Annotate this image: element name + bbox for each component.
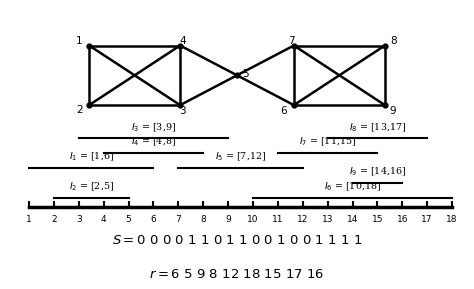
Text: 10: 10 — [247, 215, 259, 224]
Text: 1: 1 — [76, 36, 82, 46]
Text: 7: 7 — [288, 36, 295, 46]
Text: $I_{2}$ = [2,5]: $I_{2}$ = [2,5] — [69, 181, 114, 193]
Text: $I_{4}$ = [4,8]: $I_{4}$ = [4,8] — [131, 136, 176, 148]
Text: 4: 4 — [179, 36, 186, 46]
Text: $I_{5}$ = [7,12]: $I_{5}$ = [7,12] — [215, 151, 266, 163]
Text: $I_{6}$ = [10,18]: $I_{6}$ = [10,18] — [324, 181, 381, 193]
Text: 6: 6 — [281, 105, 287, 116]
Text: 14: 14 — [347, 215, 358, 224]
Text: 2: 2 — [76, 105, 82, 114]
Text: 3: 3 — [179, 105, 186, 116]
Text: 9: 9 — [225, 215, 231, 224]
Text: 3: 3 — [76, 215, 82, 224]
Text: 6: 6 — [151, 215, 156, 224]
Text: 12: 12 — [297, 215, 309, 224]
Text: 4: 4 — [101, 215, 107, 224]
Text: $I_{7}$ = [11,15]: $I_{7}$ = [11,15] — [299, 136, 356, 148]
Text: 2: 2 — [51, 215, 57, 224]
Text: $I_{9}$ = [14,16]: $I_{9}$ = [14,16] — [349, 166, 406, 178]
Text: 17: 17 — [421, 215, 433, 224]
Text: $S = 0\ 0\ 0\ 0\ 1\ 1\ 0\ 1\ 1\ 0\ 0\ 1\ 0\ 0\ 1\ 1\ 1\ 1$: $S = 0\ 0\ 0\ 0\ 1\ 1\ 0\ 1\ 1\ 0\ 0\ 1\… — [112, 234, 362, 247]
Text: 9: 9 — [390, 105, 396, 116]
Text: 5: 5 — [242, 68, 248, 79]
Text: 18: 18 — [447, 215, 458, 224]
Text: 8: 8 — [201, 215, 206, 224]
Text: 16: 16 — [397, 215, 408, 224]
Text: 8: 8 — [390, 36, 396, 46]
Text: $I_{8}$ = [13,17]: $I_{8}$ = [13,17] — [349, 121, 406, 134]
Text: 7: 7 — [175, 215, 181, 224]
Text: $I_{3}$ = [3,9]: $I_{3}$ = [3,9] — [131, 121, 176, 134]
Text: 15: 15 — [372, 215, 383, 224]
Text: $r = 6\ 5\ 9\ 8\ 12\ 18\ 15\ 17\ 16$: $r = 6\ 5\ 9\ 8\ 12\ 18\ 15\ 17\ 16$ — [149, 268, 325, 281]
Text: $I_{1}$ = [1,6]: $I_{1}$ = [1,6] — [69, 151, 114, 163]
Text: 11: 11 — [272, 215, 283, 224]
Text: 1: 1 — [26, 215, 32, 224]
Text: 5: 5 — [126, 215, 131, 224]
Text: 13: 13 — [322, 215, 333, 224]
